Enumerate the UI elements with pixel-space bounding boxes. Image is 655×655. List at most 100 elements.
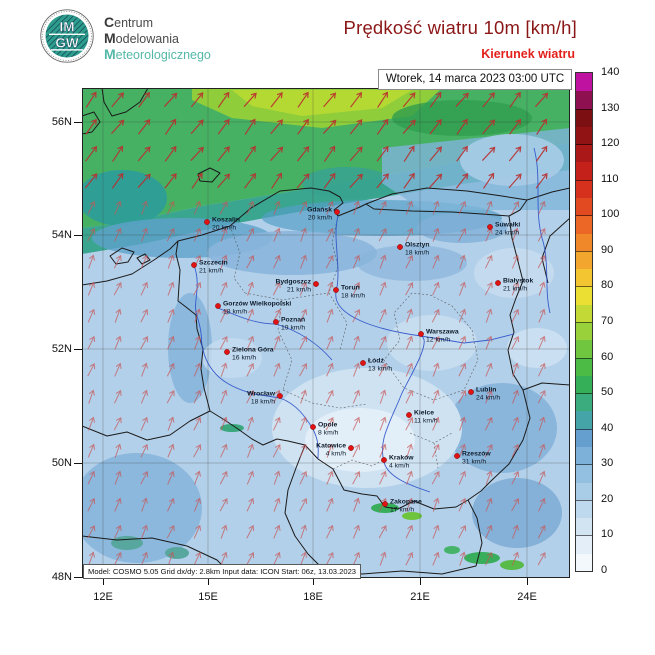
wind-arrow-icon: [378, 228, 387, 242]
city-name: Rzeszów: [462, 451, 491, 458]
wind-arrow-icon: [535, 172, 548, 189]
wind-arrow-icon: [323, 92, 337, 108]
colorbar-tick-label: 30: [601, 457, 614, 470]
wind-arrow-icon: [405, 335, 414, 350]
wind-arrow-icon: [378, 200, 387, 215]
wind-arrow-icon: [376, 173, 389, 189]
wind-arrow-icon: [299, 470, 308, 485]
wind-arrow-icon: [114, 362, 122, 377]
wind-arrow-icon: [137, 146, 151, 162]
lat-tick-mark: [74, 235, 82, 236]
wind-arrow-icon: [299, 416, 308, 431]
wind-arrow-icon: [509, 118, 522, 135]
colorbar-tick-mark: [576, 144, 592, 146]
city-dot-icon: [360, 360, 366, 366]
colorbar-tick-label: 60: [601, 350, 614, 363]
wind-arrow-icon: [484, 444, 493, 458]
wind-arrow-icon: [402, 119, 416, 135]
colorbar-tick-label: 50: [601, 386, 614, 399]
city-dot-icon: [273, 319, 279, 325]
colorbar-tick-label: 70: [601, 315, 614, 327]
wind-arrow-icon: [432, 416, 440, 431]
wind-arrow-icon: [459, 416, 466, 431]
colorbar-tick-mark: [576, 108, 592, 110]
wind-arrow-icon: [326, 470, 334, 485]
wind-arrow-icon: [167, 551, 175, 566]
wind-arrow-icon: [300, 254, 308, 269]
colorbar-tick-label: 40: [601, 421, 614, 434]
wind-arrow-icon: [137, 119, 151, 135]
city-name: Opole: [318, 422, 337, 429]
wind-arrow-icon: [114, 470, 122, 485]
colorbar-segment: [576, 375, 592, 394]
wind-arrow-icon: [458, 227, 467, 242]
wind-arrow-icon: [193, 200, 202, 215]
wind-arrow-icon: [111, 119, 125, 135]
wind-arrow-icon: [379, 254, 387, 269]
colorbar-tick-mark: [576, 250, 592, 252]
wind-arrow-icon: [273, 227, 281, 242]
city-wind-speed: 11 km/h: [414, 418, 438, 425]
city-wind-speed: 21 km/h: [199, 268, 223, 275]
wind-arrow-icon: [484, 416, 493, 431]
wind-arrow-icon: [167, 281, 175, 296]
wind-arrow-icon: [141, 227, 149, 242]
wind-arrow-icon: [537, 389, 546, 404]
bornholm-island: [197, 167, 221, 183]
wind-arrow-icon: [326, 308, 334, 323]
wind-arrow-icon: [509, 91, 521, 108]
city-name: Białystok: [503, 278, 533, 285]
wind-arrow-icon: [511, 335, 520, 350]
wind-arrow-icon: [535, 92, 549, 108]
wind-arrow-icon: [429, 91, 442, 108]
wind-arrow-icon: [166, 524, 175, 539]
wind-arrow-icon: [194, 335, 202, 350]
colorbar-segment: [576, 393, 592, 412]
wind-arrow-icon: [484, 551, 493, 566]
wind-arrow-icon: [485, 362, 493, 377]
city-wind-speed: 8 km/h: [318, 430, 339, 437]
colorbar-tick-mark: [576, 535, 592, 537]
colorbar-tick-mark: [576, 179, 592, 181]
wind-arrow-icon: [220, 416, 228, 431]
wind-arrow-icon: [352, 524, 361, 539]
wind-arrow-icon: [406, 443, 413, 458]
wind-arrow-icon: [459, 254, 466, 269]
wind-arrow-icon: [511, 470, 520, 485]
wind-arrow-icon: [352, 551, 361, 566]
wind-arrow-icon: [299, 363, 308, 377]
wind-arrow-icon: [246, 255, 255, 269]
wind-arrow-icon: [429, 146, 443, 162]
wind-arrow-icon: [353, 200, 360, 215]
wind-arrow-icon: [405, 497, 414, 512]
city-dot-icon: [215, 303, 221, 309]
wind-arrow-icon: [112, 145, 124, 162]
wind-arrow-icon: [325, 389, 334, 404]
city-wind-speed: 13 km/h: [368, 366, 392, 373]
wind-arrow-icon: [219, 201, 228, 215]
wind-arrow-icon: [538, 308, 546, 323]
colorbar-tick-label: 20: [601, 492, 614, 505]
wind-arrow-icon: [87, 308, 96, 323]
wind-arrow-icon: [538, 470, 546, 485]
lon-tick-mark: [208, 578, 209, 585]
wind-arrow-icon: [87, 470, 96, 485]
wind-arrow-icon: [485, 308, 493, 323]
colorbar-tick-label: 120: [601, 137, 620, 150]
colorbar-segment: [576, 482, 592, 501]
wind-arrow-icon: [140, 308, 149, 323]
wind-arrow-icon: [379, 470, 387, 485]
wind-arrow-icon: [485, 470, 493, 485]
city-name: Lublin: [476, 387, 496, 394]
wind-arrow-icon: [352, 308, 361, 323]
wind-arrow-icon: [247, 416, 254, 431]
wind-arrow-icon: [403, 145, 415, 162]
